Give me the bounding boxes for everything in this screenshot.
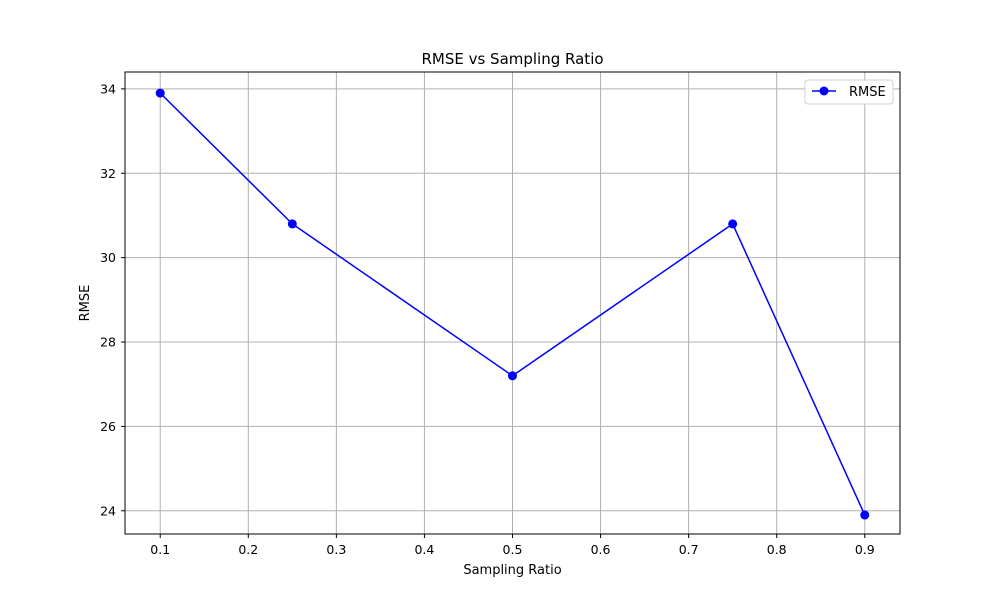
y-tick-label: 28 — [100, 335, 116, 350]
data-point — [155, 88, 165, 98]
x-tick-label: 0.1 — [150, 542, 170, 557]
legend: RMSE — [804, 79, 894, 105]
x-tick-label: 0.5 — [503, 542, 523, 557]
x-tick-label: 0.9 — [855, 542, 875, 557]
chart-title: RMSE vs Sampling Ratio — [421, 50, 603, 68]
legend-marker-swatch — [819, 86, 829, 96]
y-tick-label: 32 — [100, 166, 116, 181]
x-tick-label: 0.3 — [326, 542, 346, 557]
x-axis-label: Sampling Ratio — [463, 563, 561, 578]
y-axis-label: RMSE — [78, 285, 93, 322]
plot-frame — [124, 71, 901, 535]
data-point — [728, 219, 738, 229]
data-point — [287, 219, 297, 229]
grid — [125, 72, 900, 534]
x-tick-label: 0.8 — [767, 542, 787, 557]
x-tick-label: 0.4 — [414, 542, 434, 557]
y-tick-label: 26 — [100, 419, 116, 434]
x-tick-label: 0.7 — [679, 542, 699, 557]
y-tick-label: 24 — [100, 503, 116, 518]
x-tick-label: 0.2 — [238, 542, 258, 557]
legend-box — [804, 79, 894, 105]
legend-entry-rmse: RMSE — [849, 85, 886, 100]
y-tick-label: 30 — [100, 250, 116, 265]
series-layer — [155, 88, 870, 520]
data-point — [860, 510, 870, 520]
y-tick-label: 34 — [100, 81, 116, 96]
data-point — [508, 371, 517, 381]
x-tick-label: 0.6 — [591, 542, 611, 557]
axis-ticks: 0.1 0.2 0.3 0.4 0.5 0.6 0.7 0.8 0.9 24 26 28 30 32 34 — [100, 81, 875, 557]
